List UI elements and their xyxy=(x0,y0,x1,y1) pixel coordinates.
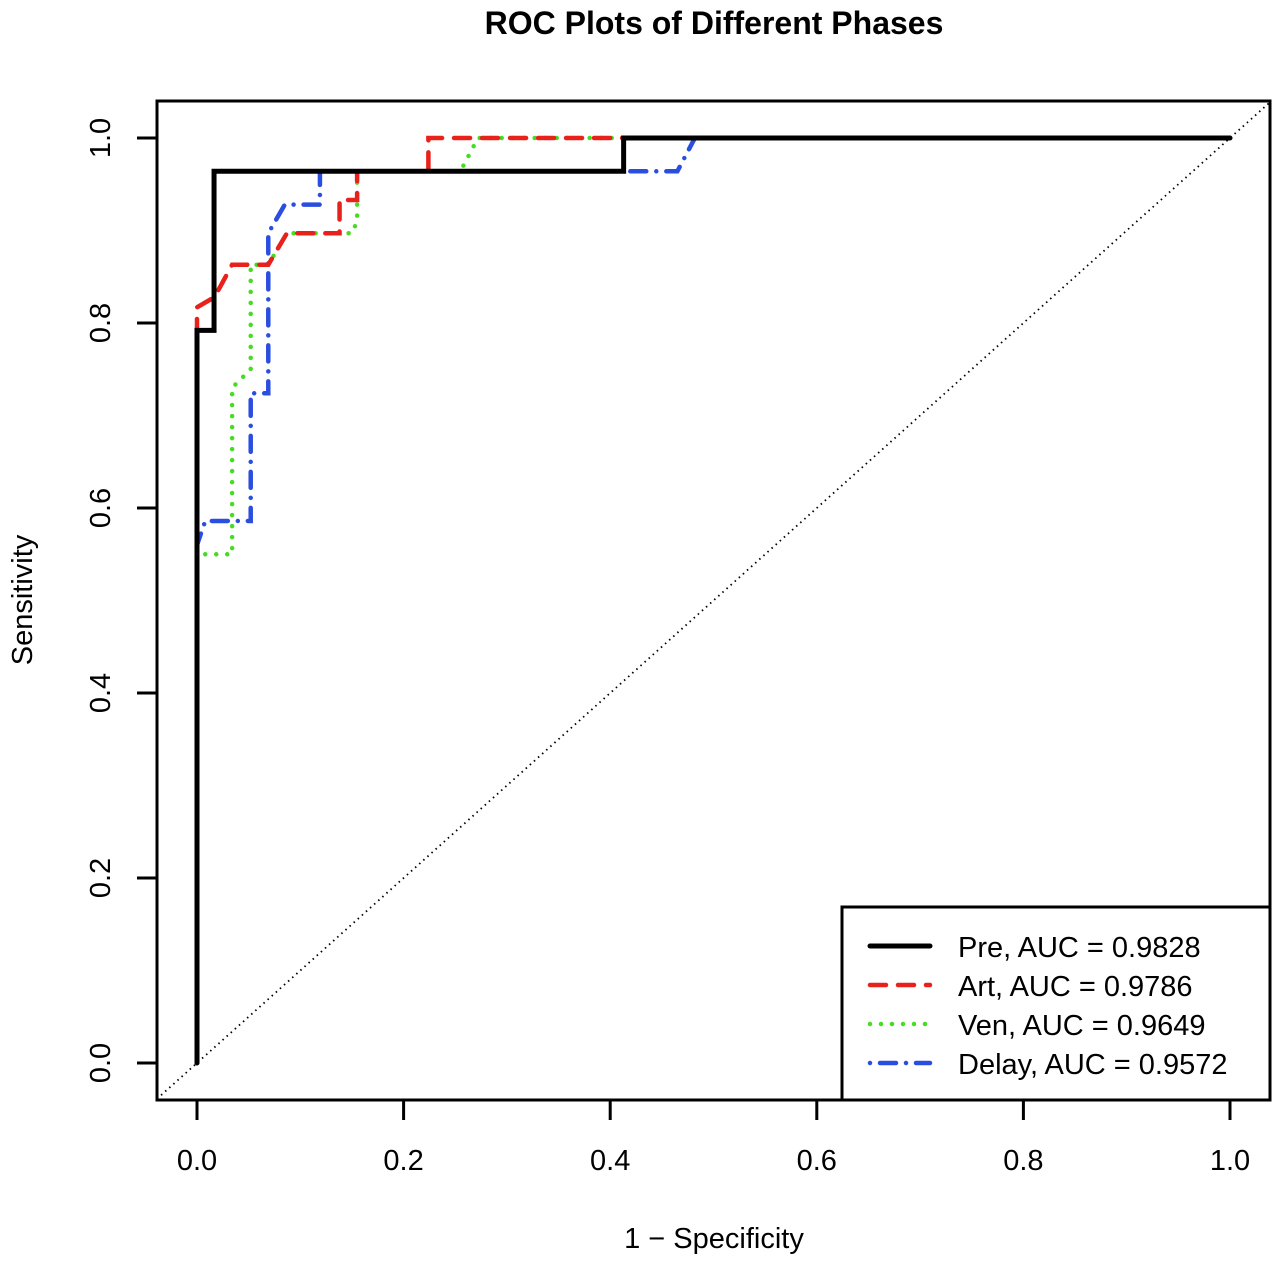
x-tick-label: 0.0 xyxy=(177,1145,217,1177)
x-axis-label: 1 − Specificity xyxy=(624,1223,804,1255)
legend-label: Delay, AUC = 0.9572 xyxy=(958,1049,1227,1081)
y-tick-label: 0.0 xyxy=(85,1043,117,1083)
y-tick-label: 0.2 xyxy=(85,858,117,898)
chart-title: ROC Plots of Different Phases xyxy=(485,5,944,41)
y-tick-label: 0.8 xyxy=(85,303,117,343)
plot-frame xyxy=(155,99,1272,1102)
legend: Pre, AUC = 0.9828 Art, AUC = 0.9786 Ven,… xyxy=(840,905,1272,1102)
legend-label: Ven, AUC = 0.9649 xyxy=(958,1010,1206,1042)
legend-box xyxy=(840,905,1272,1102)
roc-curve-delay xyxy=(194,135,1233,1066)
x-tick-label: 0.6 xyxy=(797,1145,837,1177)
legend-label: Art, AUC = 0.9786 xyxy=(958,971,1193,1003)
y-tick-label: 0.6 xyxy=(85,488,117,528)
y-tick-label: 1.0 xyxy=(85,118,117,158)
y-axis: 0.0 0.2 0.4 0.6 0.8 1.0 xyxy=(85,118,157,1083)
roc-curve-pre xyxy=(194,135,1233,1066)
x-axis: 0.0 0.2 0.4 0.6 0.8 1.0 xyxy=(177,1100,1250,1177)
x-tick-label: 0.2 xyxy=(383,1145,423,1177)
x-tick-label: 0.8 xyxy=(1003,1145,1043,1177)
y-tick-label: 0.4 xyxy=(85,673,117,713)
y-axis-label: Sensitivity xyxy=(7,534,39,665)
x-tick-label: 0.4 xyxy=(590,1145,630,1177)
legend-label: Pre, AUC = 0.9828 xyxy=(958,932,1201,964)
plot-area xyxy=(156,101,1271,1100)
roc-curve-art xyxy=(194,135,1233,1066)
x-tick-label: 1.0 xyxy=(1210,1145,1250,1177)
